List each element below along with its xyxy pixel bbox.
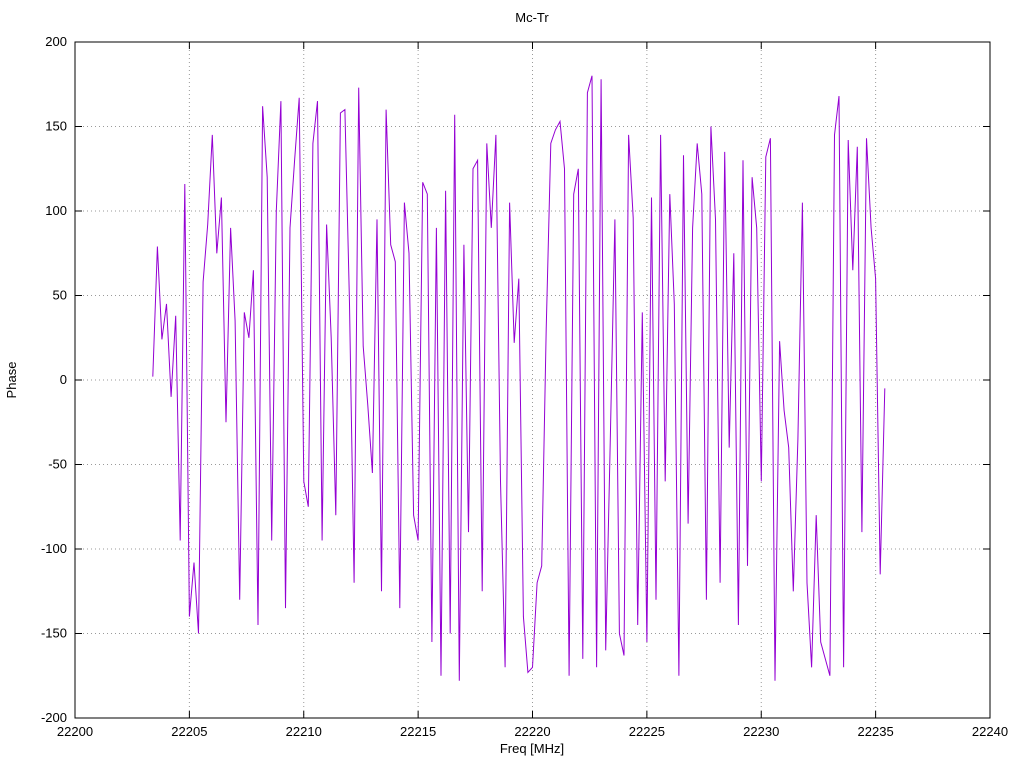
y-tick-label: 100 bbox=[45, 203, 67, 218]
data-layer bbox=[152, 75, 886, 681]
x-tick-label: 22230 bbox=[743, 724, 779, 739]
x-tick-label: 22240 bbox=[972, 724, 1008, 739]
x-axis-label: Freq [MHz] bbox=[500, 741, 564, 756]
x-tick-label: 22235 bbox=[858, 724, 894, 739]
grid-layer bbox=[75, 42, 990, 718]
y-tick-label: -50 bbox=[48, 457, 67, 472]
x-tick-label: 22210 bbox=[286, 724, 322, 739]
x-tick-label: 22200 bbox=[57, 724, 93, 739]
x-tick-label: 22205 bbox=[171, 724, 207, 739]
y-tick-label: 150 bbox=[45, 119, 67, 134]
phase-data-line bbox=[152, 75, 886, 681]
y-tick-label: 50 bbox=[53, 288, 67, 303]
y-tick-label: -100 bbox=[41, 541, 67, 556]
chart-title: Mc-Tr bbox=[515, 10, 549, 25]
frame-layer bbox=[74, 41, 991, 719]
plot-border bbox=[74, 41, 991, 719]
y-tick-label: -150 bbox=[41, 626, 67, 641]
x-tick-label: 22220 bbox=[514, 724, 550, 739]
y-tick-label: 0 bbox=[60, 372, 67, 387]
y-axis-label: Phase bbox=[4, 362, 19, 399]
x-tick-label: 22215 bbox=[400, 724, 436, 739]
y-tick-label: -200 bbox=[41, 710, 67, 725]
tick-label-layer: 22200 22205 22210 22215 22220 22225 22230 22235… bbox=[41, 34, 1008, 739]
y-tick-label: 200 bbox=[45, 34, 67, 49]
x-tick-label: 22225 bbox=[629, 724, 665, 739]
